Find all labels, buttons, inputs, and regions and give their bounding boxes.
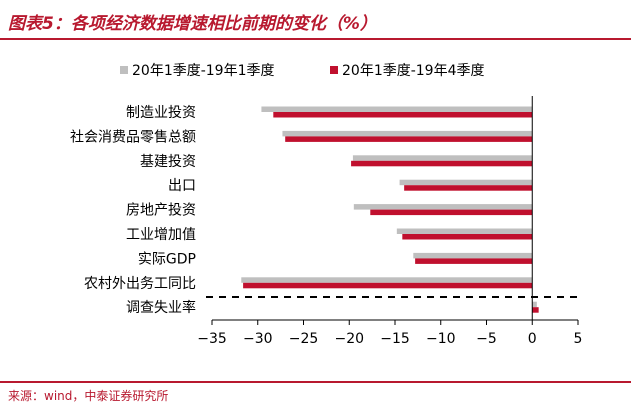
legend-swatch-2 xyxy=(330,66,338,74)
x-tick-label: 5 xyxy=(574,331,583,347)
x-tick-label: −30 xyxy=(243,331,273,347)
category-label: 社会消费品零售总额 xyxy=(70,129,196,145)
x-tick-label: −10 xyxy=(426,331,456,347)
category-label: 工业增加值 xyxy=(126,227,196,243)
bar-2-7 xyxy=(415,258,533,264)
x-tick-label: −20 xyxy=(334,331,364,347)
x-tick-label: −25 xyxy=(289,331,319,347)
bar-1-7 xyxy=(413,252,533,259)
category-label: 出口 xyxy=(168,178,196,194)
bar-2-3 xyxy=(351,160,533,167)
bar-2-4 xyxy=(404,185,533,191)
category-label: 调查失业率 xyxy=(126,299,196,316)
bar-1-9 xyxy=(532,301,537,308)
bar-2-5 xyxy=(370,209,533,216)
category-label: 制造业投资 xyxy=(126,105,196,121)
bar-1-2 xyxy=(282,130,533,137)
bar-2-2 xyxy=(285,136,533,142)
footer-rule xyxy=(0,381,631,383)
category-label: 房地产投资 xyxy=(126,203,196,219)
x-tick-label: −35 xyxy=(197,331,227,347)
bar-1-1 xyxy=(261,106,533,112)
bar-1-3 xyxy=(352,155,533,161)
bar-1-5 xyxy=(353,204,533,210)
title-rule xyxy=(0,38,631,40)
category-label: 农村外出务工同比 xyxy=(84,276,196,292)
bar-2-9 xyxy=(532,307,539,313)
x-tick-label: −5 xyxy=(476,331,497,347)
legend-label-1: 20年1季度-19年1季度 xyxy=(132,63,275,79)
legend: 20年1季度-19年1季度 20年1季度-19年4季度 xyxy=(120,63,485,79)
bar-1-4 xyxy=(399,179,533,186)
x-axis: −35 −30 −25 −20 −15 −10 −5 0 5 xyxy=(197,96,582,347)
title-bar: 图表5：各项经济数据增速相比前期的变化（%） xyxy=(0,0,631,40)
x-tick-label: −15 xyxy=(380,331,410,347)
bar-2-6 xyxy=(402,234,533,240)
x-tick-label: 0 xyxy=(528,331,537,347)
bars xyxy=(241,106,539,313)
legend-label-2: 20年1季度-19年4季度 xyxy=(342,63,485,79)
source-note: 来源：wind，中泰证券研究所 xyxy=(8,389,169,403)
legend-swatch-1 xyxy=(120,66,128,74)
bar-2-1 xyxy=(273,112,533,118)
bar-1-8 xyxy=(241,277,533,283)
category-label: 实际GDP xyxy=(138,251,196,267)
category-label: 基建投资 xyxy=(140,153,196,170)
chart-title: 图表5：各项经济数据增速相比前期的变化（%） xyxy=(8,14,377,34)
bar-1-6 xyxy=(396,228,533,234)
bar-2-8 xyxy=(243,282,533,289)
